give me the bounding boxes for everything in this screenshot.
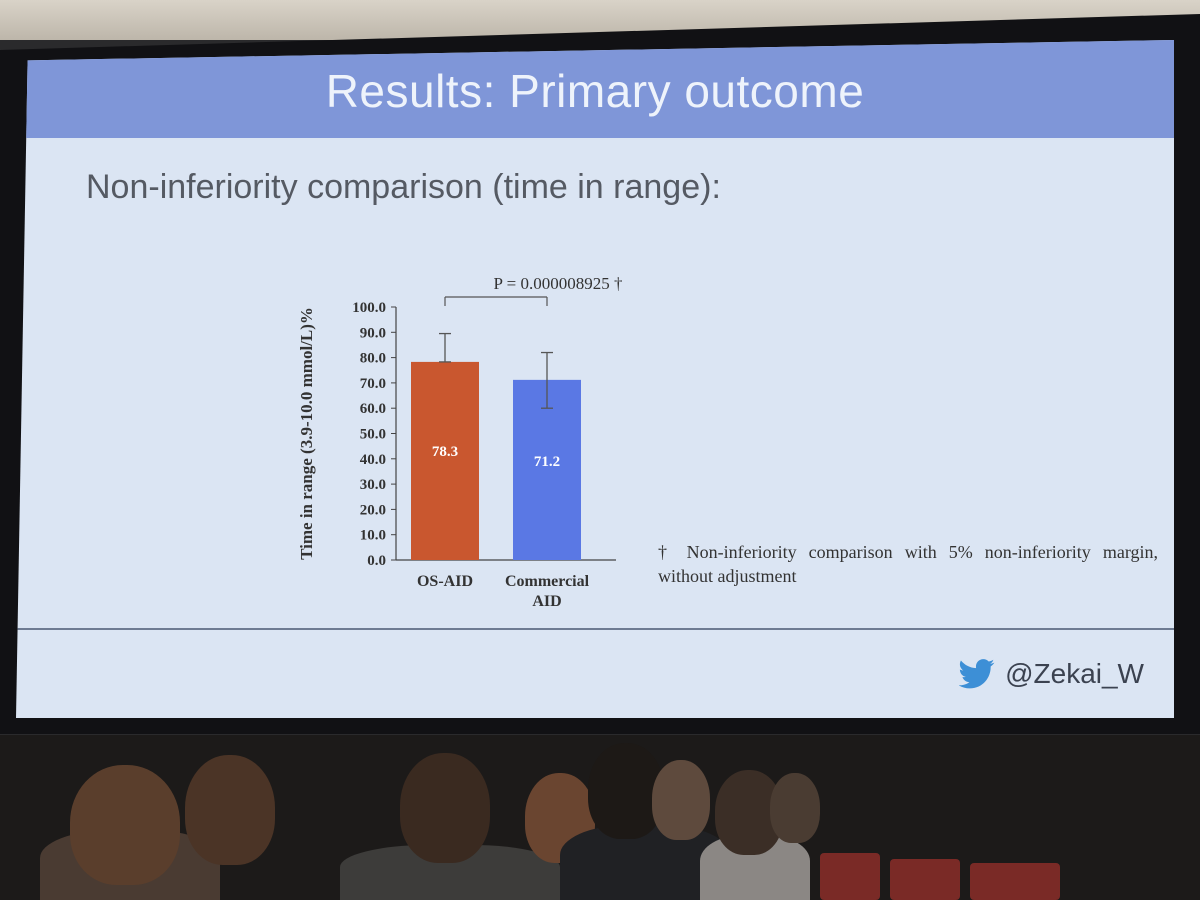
y-tick-label: 100.0 — [352, 300, 386, 316]
audience-head — [652, 760, 710, 840]
y-tick-label: 90.0 — [360, 325, 386, 341]
y-axis-label: Time in range (3.9-10.0 mmol/L)% — [297, 307, 316, 560]
y-tick-label: 80.0 — [360, 351, 386, 367]
audience-head — [70, 765, 180, 885]
x-tick-label: OS-AID — [417, 573, 473, 590]
slide-divider — [16, 628, 1174, 630]
seat — [820, 853, 880, 900]
seat — [970, 863, 1060, 900]
y-tick-label: 60.0 — [360, 401, 386, 417]
y-tick-label: 30.0 — [360, 477, 386, 493]
bar-chart: 0.0 10.0 20.0 30.0 40.0 50.0 60.0 70.0 80.0 90.0 1… — [297, 274, 623, 610]
y-tick-label: 20.0 — [360, 502, 386, 518]
audience-head — [400, 753, 490, 863]
audience-head — [588, 743, 664, 839]
x-tick-label: AID — [532, 593, 561, 610]
audience-head — [185, 755, 275, 865]
y-tick-label: 50.0 — [360, 427, 386, 443]
slide-subtitle: Non-inferiority comparison (time in rang… — [86, 168, 721, 206]
audience-head — [770, 773, 820, 843]
handle-text: @Zekai_W — [1005, 658, 1144, 689]
bar — [513, 379, 581, 560]
twitter-handle: @Zekai_W — [959, 658, 1144, 690]
y-tick-label: 40.0 — [360, 452, 386, 468]
data-label: 71.2 — [534, 454, 560, 470]
y-tick-label: 70.0 — [360, 376, 386, 392]
p-value-annotation: P = 0.000008925 † — [494, 274, 623, 293]
y-tick-label: 0.0 — [367, 553, 386, 569]
audience-area — [0, 735, 1200, 900]
y-tick-label: 10.0 — [360, 528, 386, 544]
twitter-bird-icon — [959, 659, 995, 689]
x-tick-label: Commercial — [505, 573, 590, 590]
bar — [411, 361, 479, 560]
seat — [890, 859, 960, 900]
data-label: 78.3 — [432, 444, 458, 460]
slide-title: Results: Primary outcome — [325, 65, 865, 117]
footnote: † Non-inferiority comparison with 5% non… — [658, 542, 1158, 587]
presentation-slide: Results: Primary outcome Non-inferiority… — [16, 40, 1174, 718]
